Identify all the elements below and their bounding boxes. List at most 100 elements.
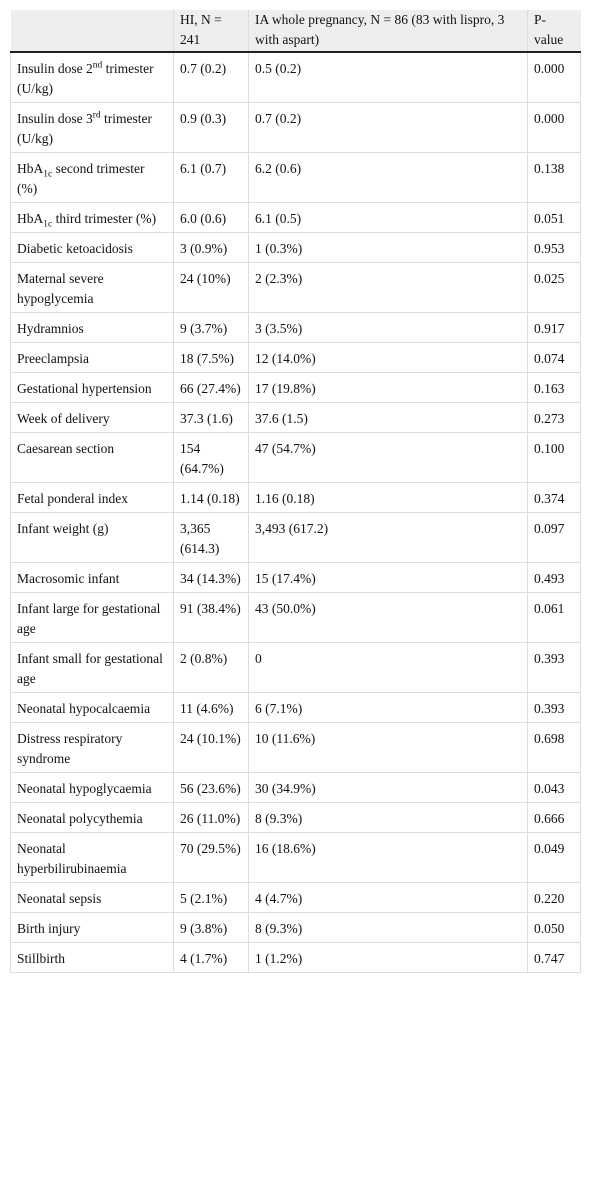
row-label-cell: Fetal ponderal index — [10, 482, 174, 513]
table-row: Fetal ponderal index 1.14 (0.18) 1.16 (0.1… — [10, 482, 581, 513]
hi-value-cell: 0.7 (0.2) — [173, 52, 249, 103]
row-label-cell: Birth injury — [10, 912, 174, 943]
header-cell-pvalue: P-value — [527, 10, 581, 52]
ia-value-cell: 2 (2.3%) — [248, 262, 528, 313]
p-value-cell: 0.100 — [527, 432, 581, 483]
hi-value-cell: 11 (4.6%) — [173, 692, 249, 723]
table-row: Neonatal hypoglycaemia 56 (23.6%) 30 (34.9… — [10, 772, 581, 803]
table-row: Distress respiratory syndrome 24 (10.1%) 1… — [10, 722, 581, 773]
hi-value-cell: 37.3 (1.6) — [173, 402, 249, 433]
header-cell-ia: IA whole pregnancy, N = 86 (83 with lisp… — [248, 10, 528, 52]
hi-value-cell: 6.0 (0.6) — [173, 202, 249, 233]
ia-value-cell: 30 (34.9%) — [248, 772, 528, 803]
ia-value-cell: 47 (54.7%) — [248, 432, 528, 483]
p-value-cell: 0.953 — [527, 232, 581, 263]
label-superscript: rd — [92, 110, 101, 121]
row-label-cell: Caesarean section — [10, 432, 174, 483]
label-text: HbA — [17, 161, 44, 176]
table-row: Diabetic ketoacidosis 3 (0.9%) 1 (0.3%) 0.9… — [10, 232, 581, 263]
table-row: Infant weight (g) 3,365 (614.3) 3,493 (617… — [10, 512, 581, 563]
label-text: Neonatal hypocalcaemia — [17, 701, 151, 716]
label-text: Infant weight (g) — [17, 521, 109, 536]
ia-value-cell: 3 (3.5%) — [248, 312, 528, 343]
p-value-cell: 0.698 — [527, 722, 581, 773]
p-value-cell: 0.163 — [527, 372, 581, 403]
label-text: Gestational hypertension — [17, 381, 152, 396]
ia-value-cell: 16 (18.6%) — [248, 832, 528, 883]
table-row: Stillbirth 4 (1.7%) 1 (1.2%) 0.747 — [10, 942, 581, 973]
outcomes-table: HI, N = 241 IA whole pregnancy, N = 86 (… — [10, 10, 581, 973]
header-cell-hi: HI, N = 241 — [173, 10, 249, 52]
p-value-cell: 0.050 — [527, 912, 581, 943]
label-superscript: nd — [92, 60, 103, 71]
table-row: Birth injury 9 (3.8%) 8 (9.3%) 0.050 — [10, 912, 581, 943]
table-row: Neonatal hypocalcaemia 11 (4.6%) 6 (7.1%) 0… — [10, 692, 581, 723]
label-text: Neonatal sepsis — [17, 891, 102, 906]
hi-value-cell: 154 (64.7%) — [173, 432, 249, 483]
row-label-cell: Stillbirth — [10, 942, 174, 973]
p-value-cell: 0.220 — [527, 882, 581, 913]
label-text: Neonatal polycythemia — [17, 811, 143, 826]
p-value-cell: 0.097 — [527, 512, 581, 563]
hi-value-cell: 26 (11.0%) — [173, 802, 249, 833]
label-text: Caesarean section — [17, 441, 115, 456]
table-row: Hydramnios 9 (3.7%) 3 (3.5%) 0.917 — [10, 312, 581, 343]
row-label-cell: HbA1c third trimester (%) — [10, 202, 174, 233]
label-subscript: 1c — [43, 169, 53, 180]
row-label-cell: Neonatal polycythemia — [10, 802, 174, 833]
header-row: HI, N = 241 IA whole pregnancy, N = 86 (… — [10, 10, 581, 52]
hi-value-cell: 24 (10%) — [173, 262, 249, 313]
p-value-cell: 0.138 — [527, 152, 581, 203]
hi-value-cell: 56 (23.6%) — [173, 772, 249, 803]
ia-value-cell: 0.5 (0.2) — [248, 52, 528, 103]
hi-value-cell: 1.14 (0.18) — [173, 482, 249, 513]
label-text: Macrosomic infant — [17, 571, 120, 586]
table-body: Insulin dose 2nd trimester (U/kg) 0.7 (0.… — [10, 52, 581, 973]
row-label-cell: Infant small for gestational age — [10, 642, 174, 693]
ia-value-cell: 0 — [248, 642, 528, 693]
p-value-cell: 0.025 — [527, 262, 581, 313]
label-text: third trimester (%) — [52, 211, 157, 226]
hi-value-cell: 91 (38.4%) — [173, 592, 249, 643]
p-value-cell: 0.273 — [527, 402, 581, 433]
table-row: Neonatal polycythemia 26 (11.0%) 8 (9.3%) 0… — [10, 802, 581, 833]
label-text: Insulin dose 2 — [17, 61, 93, 76]
row-label-cell: Neonatal hypoglycaemia — [10, 772, 174, 803]
p-value-cell: 0.393 — [527, 642, 581, 693]
label-text: Infant large for gestational age — [17, 601, 161, 636]
ia-value-cell: 1.16 (0.18) — [248, 482, 528, 513]
label-text: Diabetic ketoacidosis — [17, 241, 133, 256]
ia-value-cell: 12 (14.0%) — [248, 342, 528, 373]
hi-value-cell: 6.1 (0.7) — [173, 152, 249, 203]
row-label-cell: Neonatal hypocalcaemia — [10, 692, 174, 723]
table-row: Neonatal sepsis 5 (2.1%) 4 (4.7%) 0.220 — [10, 882, 581, 913]
p-value-cell: 0.043 — [527, 772, 581, 803]
p-value-cell: 0.747 — [527, 942, 581, 973]
row-label-cell: Neonatal hyperbilirubinaemia — [10, 832, 174, 883]
hi-value-cell: 3 (0.9%) — [173, 232, 249, 263]
label-text: Week of delivery — [17, 411, 110, 426]
label-text: Preeclampsia — [17, 351, 89, 366]
row-label-cell: Preeclampsia — [10, 342, 174, 373]
p-value-cell: 0.374 — [527, 482, 581, 513]
hi-value-cell: 66 (27.4%) — [173, 372, 249, 403]
hi-value-cell: 5 (2.1%) — [173, 882, 249, 913]
results-table-container: HI, N = 241 IA whole pregnancy, N = 86 (… — [10, 10, 581, 973]
table-row: Caesarean section 154 (64.7%) 47 (54.7%) 0.… — [10, 432, 581, 483]
ia-value-cell: 0.7 (0.2) — [248, 102, 528, 153]
label-text: Hydramnios — [17, 321, 84, 336]
label-text: Stillbirth — [17, 951, 66, 966]
ia-value-cell: 1 (1.2%) — [248, 942, 528, 973]
ia-value-cell: 8 (9.3%) — [248, 802, 528, 833]
row-label-cell: Insulin dose 2nd trimester (U/kg) — [10, 52, 174, 103]
label-text: trimester (U/kg) — [17, 61, 154, 96]
label-text: Fetal ponderal index — [17, 491, 128, 506]
row-label-cell: Gestational hypertension — [10, 372, 174, 403]
p-value-cell: 0.393 — [527, 692, 581, 723]
p-value-cell: 0.061 — [527, 592, 581, 643]
table-row: Insulin dose 2nd trimester (U/kg) 0.7 (0.… — [10, 52, 581, 103]
table-header: HI, N = 241 IA whole pregnancy, N = 86 (… — [10, 10, 581, 52]
label-text: Distress respiratory syndrome — [17, 731, 123, 766]
label-subscript: 1c — [43, 219, 53, 230]
ia-value-cell: 8 (9.3%) — [248, 912, 528, 943]
